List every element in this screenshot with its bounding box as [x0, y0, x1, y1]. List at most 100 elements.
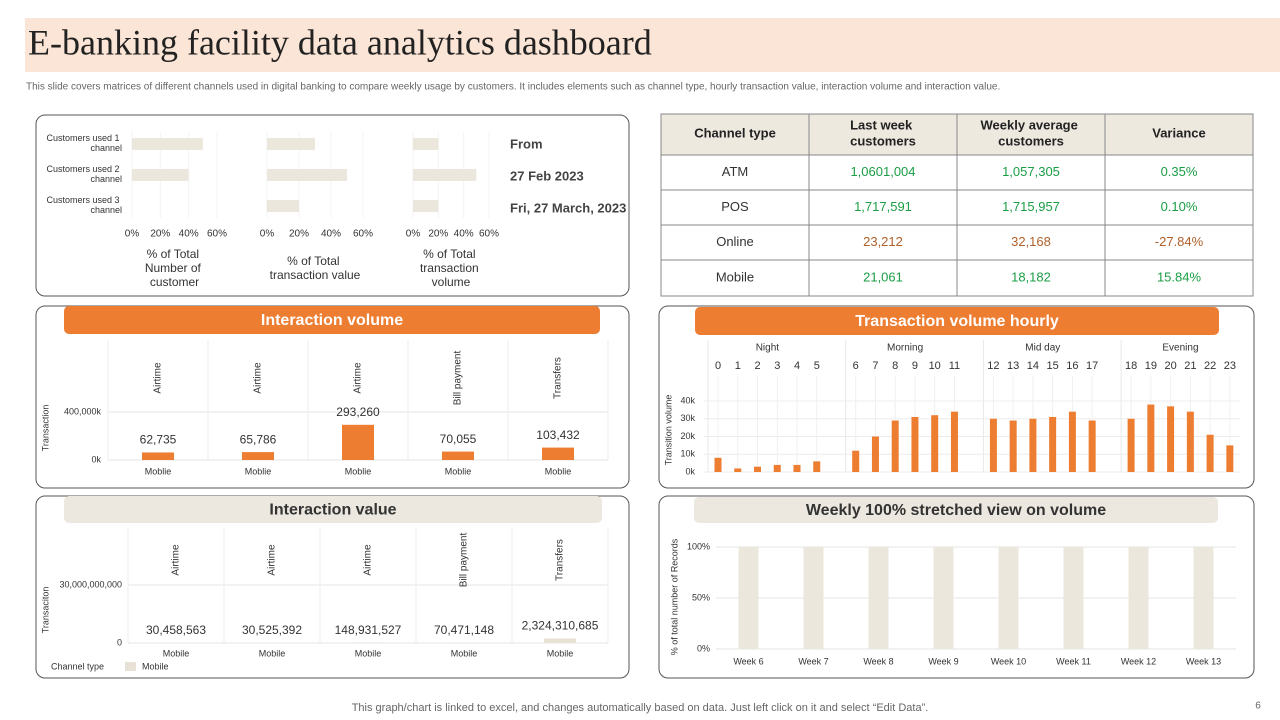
x-tick-label: 9: [912, 360, 918, 372]
x-tick-label: 1: [735, 360, 741, 372]
x-tick-label: Moblie: [145, 466, 172, 476]
x-tick-label: 3: [774, 360, 780, 372]
table-cell: [956, 154, 1106, 191]
x-tick-label: Mobile: [163, 648, 190, 658]
column-label: Bill payment: [453, 351, 464, 406]
bar: [931, 415, 939, 472]
page-number: 6: [1255, 701, 1261, 712]
x-tick-label: 20%: [428, 229, 448, 240]
table-cell: [660, 224, 810, 261]
x-tick-label: Week 10: [991, 656, 1026, 666]
column-label: Airtime: [353, 362, 364, 394]
bar: [1147, 404, 1155, 472]
title-bar: [695, 307, 1219, 335]
x-tick-label: 60%: [479, 229, 499, 240]
chart-title: Weekly 100% stretched view on volume: [806, 502, 1106, 519]
panel: [35, 495, 630, 679]
x-tick-label: Week 13: [1186, 656, 1221, 666]
table-cell: [808, 259, 958, 297]
data-label: 293,260: [336, 405, 380, 419]
table-cell: [1104, 259, 1254, 297]
y-tick-label: 0: [117, 637, 122, 647]
bar: [803, 547, 824, 649]
x-tick-label: Week 8: [863, 656, 893, 666]
table-text: POS: [721, 199, 749, 214]
bar: [242, 452, 274, 460]
category-label: Customers used 2 channel: [46, 164, 122, 184]
x-tick-label: 8: [892, 360, 898, 372]
x-tick-label: 17: [1086, 360, 1098, 372]
x-tick-label: 21: [1184, 360, 1196, 372]
bar: [342, 424, 374, 460]
x-tick-label: 16: [1066, 360, 1078, 372]
x-tick-label: 23: [1224, 360, 1236, 372]
group-label: Night: [756, 343, 780, 354]
x-tick-label: 15: [1047, 360, 1059, 372]
table-header-cell: [956, 113, 1106, 156]
bar: [1127, 418, 1135, 472]
data-label: 2,324,310,685: [522, 619, 599, 633]
x-tick-label: 18: [1125, 360, 1137, 372]
bar: [989, 418, 997, 472]
bar: [413, 138, 439, 150]
bar: [132, 169, 189, 181]
y-tick-label: 0%: [697, 643, 710, 653]
bar: [1049, 416, 1057, 472]
table-cell: [956, 189, 1106, 226]
footer-note: This graph/chart is linked to excel, and…: [352, 702, 929, 714]
bar: [852, 450, 860, 472]
table-text: 1,717,591: [854, 199, 912, 214]
x-tick-label: Mobile: [451, 648, 478, 658]
legend-title: Channel type: [51, 661, 104, 671]
x-tick-label: 12: [987, 360, 999, 372]
table-header: Variance: [1152, 126, 1206, 141]
bar: [1088, 420, 1096, 472]
y-tick-label: 10k: [680, 449, 695, 459]
axis-title: % of Total Number of customer: [145, 247, 204, 289]
y-tick-label: 20k: [680, 431, 695, 441]
table-text: Mobile: [716, 269, 754, 284]
bar: [998, 547, 1019, 649]
table-text: Online: [716, 234, 754, 249]
x-tick-label: 0%: [125, 229, 140, 240]
column-label: Bill payment: [459, 533, 470, 588]
table-text: 1,0601,004: [850, 164, 915, 179]
x-tick-label: 11: [949, 360, 960, 372]
data-label: 62,735: [140, 433, 177, 447]
x-tick-label: Week 7: [798, 656, 828, 666]
category-label: Customers used 3 channel: [46, 195, 122, 215]
x-tick-label: 2: [754, 360, 760, 372]
bar: [142, 452, 174, 460]
column-label: Transfers: [553, 357, 564, 399]
y-tick-label: 30k: [680, 413, 695, 423]
x-tick-label: Mobile: [355, 648, 382, 658]
bar: [267, 138, 315, 150]
bar: [1128, 547, 1149, 649]
data-label: 148,931,527: [335, 623, 402, 637]
x-tick-label: Week 9: [928, 656, 958, 666]
bar: [413, 169, 477, 181]
x-tick-label: 40%: [179, 229, 199, 240]
page-title: E-banking facility data analytics dashbo…: [28, 22, 652, 62]
table-header: Weekly average customers: [981, 118, 1082, 149]
table-cell: [808, 154, 958, 191]
bar: [813, 461, 821, 472]
bar: [1167, 406, 1175, 472]
axis-title: % of Total transaction value: [270, 254, 361, 282]
category-label: Customers used 1 channel: [46, 133, 122, 153]
y-tick-label: 400,000k: [64, 406, 102, 416]
y-tick-label: 100%: [687, 541, 710, 551]
bar: [950, 411, 958, 472]
column-label: Airtime: [153, 362, 164, 394]
bar: [1029, 418, 1037, 472]
group-label: Evening: [1162, 343, 1198, 354]
bar: [1063, 547, 1084, 649]
legend-label: Mobile: [142, 661, 169, 671]
group-label: Mid day: [1025, 343, 1060, 354]
bar: [1206, 434, 1214, 472]
x-tick-label: 40%: [321, 229, 341, 240]
table-cell: [956, 259, 1106, 297]
y-tick-label: 0k: [685, 466, 695, 476]
title-bar: [64, 496, 602, 523]
